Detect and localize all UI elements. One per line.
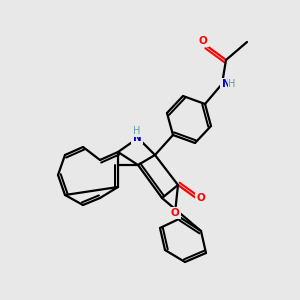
- Text: O: O: [199, 36, 207, 46]
- Text: H: H: [133, 126, 141, 136]
- Text: H: H: [228, 79, 236, 89]
- Text: O: O: [196, 193, 206, 203]
- Text: N: N: [133, 133, 141, 143]
- Text: O: O: [171, 208, 179, 218]
- Text: N: N: [222, 79, 230, 89]
